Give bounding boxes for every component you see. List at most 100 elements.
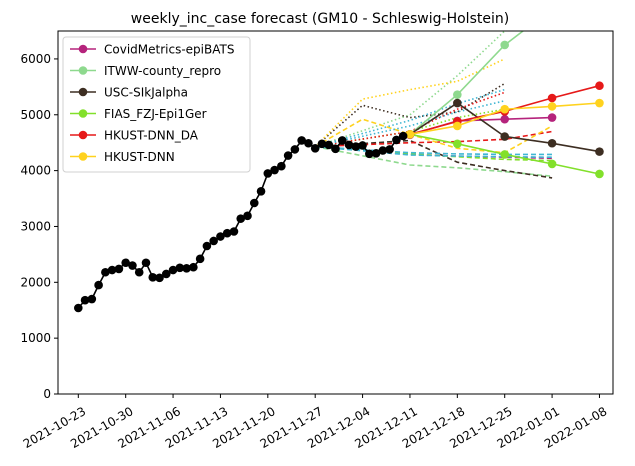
- forecast-point-3: [595, 169, 604, 179]
- observed-point: [378, 146, 388, 155]
- observed-point: [283, 151, 293, 160]
- forecast-band-5-1: [314, 118, 553, 154]
- legend-label: HKUST-DNN: [104, 150, 175, 164]
- forecast-point-4: [595, 81, 604, 91]
- observed-point: [94, 280, 103, 290]
- observed-point: [392, 135, 401, 145]
- observed-point: [216, 232, 225, 241]
- forecast-band-3-0: [315, 108, 505, 148]
- observed-point: [337, 136, 347, 145]
- observed-point: [107, 265, 117, 275]
- observed-point: [182, 264, 191, 273]
- observed-point: [128, 261, 137, 270]
- forecast-point-2: [453, 98, 462, 108]
- observed-point: [310, 143, 320, 153]
- legend-swatch-marker: [78, 109, 88, 118]
- chart-title: weekly_inc_case forecast (GM10 - Schlesw…: [131, 11, 509, 27]
- legend-swatch-marker: [78, 44, 88, 54]
- observed-point: [243, 211, 252, 221]
- forecast-band-5-0: [314, 58, 506, 148]
- series-layer: [314, 4, 604, 179]
- observed-point: [74, 303, 83, 313]
- observed-point: [209, 236, 218, 246]
- observed-point: [161, 269, 171, 279]
- observed-point: [270, 165, 279, 175]
- forecast-line-1: [409, 31, 525, 135]
- legend-box: [62, 36, 251, 173]
- legend-label: ITWW-county_repro: [104, 64, 221, 78]
- observed-point: [290, 145, 300, 154]
- forecast-point-5: [500, 104, 510, 114]
- forecast-point-4: [547, 93, 557, 103]
- forecast-point-3: [500, 150, 510, 159]
- forecast-point-2: [547, 138, 557, 148]
- observed-point: [195, 254, 205, 264]
- observed-point: [134, 267, 144, 277]
- observed-point: [121, 258, 130, 268]
- forecast-point-1: [500, 40, 510, 50]
- observed-point: [202, 241, 212, 251]
- legend-swatch-marker: [78, 87, 88, 97]
- legend: CovidMetrics-epiBATS ITWW-county_repro USC…: [62, 36, 251, 173]
- forecast-point-5: [547, 102, 557, 111]
- observed-point: [277, 161, 286, 171]
- observed-point: [385, 145, 394, 154]
- plot-frame: [57, 30, 614, 395]
- forecast-point-3: [547, 159, 557, 169]
- observed-point: [249, 198, 259, 208]
- legend-label: USC-SIkJalpha: [104, 86, 188, 100]
- observed-point: [229, 227, 239, 236]
- y-tick-label: 1000: [20, 331, 51, 345]
- legend-swatch-marker: [78, 66, 88, 75]
- observed-point: [155, 273, 164, 283]
- forecast-point-0: [547, 113, 557, 122]
- y-axis: 0 1000 2000 3000 4000 5000 6000: [20, 52, 58, 401]
- forecast-band-2-1: [315, 139, 553, 179]
- y-tick-label: 0: [43, 387, 51, 401]
- observed-point: [114, 264, 124, 274]
- legend-label: FIAS_FZJ-Epi1Ger: [104, 107, 207, 121]
- legend-swatch-marker: [78, 130, 88, 140]
- observed-point: [297, 136, 306, 145]
- observed-point: [371, 149, 381, 158]
- observed-point: [365, 149, 374, 159]
- forecast-point-5: [405, 130, 415, 139]
- observed-point: [148, 272, 158, 282]
- forecast-band-6-0: [314, 88, 505, 148]
- observed-point: [189, 262, 198, 272]
- forecast-point-1: [548, 4, 557, 13]
- observed-point: [358, 141, 367, 150]
- observed-point: [168, 265, 178, 275]
- forecast-point-2: [595, 147, 604, 156]
- forecast-point-0: [500, 114, 510, 124]
- observed-point: [351, 142, 361, 151]
- forecast-band-6-1: [315, 100, 505, 148]
- observed-point: [87, 294, 97, 304]
- observed-layer: [74, 131, 408, 313]
- y-tick-label: 5000: [20, 108, 51, 122]
- observed-point: [331, 144, 340, 154]
- observed-point: [175, 263, 185, 273]
- observed-point: [398, 131, 408, 141]
- forecast-point-1: [453, 90, 462, 99]
- y-tick-label: 2000: [20, 275, 51, 289]
- y-tick-label: 3000: [20, 219, 51, 233]
- observed-point: [344, 140, 354, 150]
- observed-point: [101, 267, 110, 277]
- observed-point: [222, 228, 232, 238]
- observed-point: [304, 138, 313, 148]
- y-tick-label: 4000: [20, 164, 51, 178]
- observed-point: [141, 258, 151, 268]
- observed-point: [236, 214, 246, 223]
- forecast-point-2: [500, 132, 510, 141]
- forecast-point-5: [595, 98, 604, 108]
- y-tick-label: 6000: [20, 52, 51, 66]
- legend-label: CovidMetrics-epiBATS: [104, 43, 234, 57]
- observed-point: [80, 295, 90, 305]
- observed-point: [324, 140, 334, 150]
- forecast-point-3: [453, 139, 462, 149]
- observed-point: [317, 139, 327, 149]
- observed-point: [263, 169, 273, 178]
- observed-point: [256, 186, 266, 196]
